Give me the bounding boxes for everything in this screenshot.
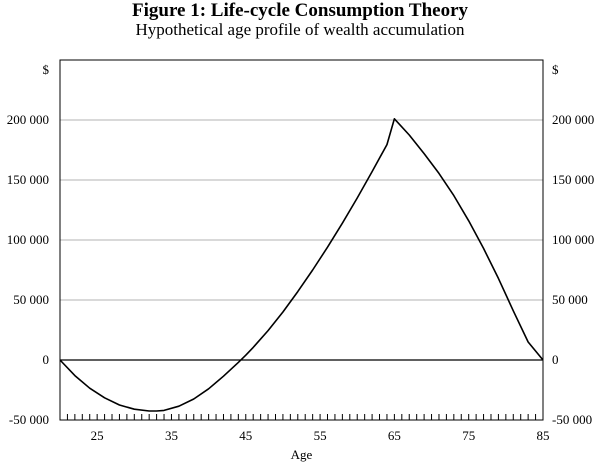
y-tick-label-left: 50 000 xyxy=(13,292,49,307)
y-tick-label-right: 150 000 xyxy=(552,172,594,187)
y-tick-label-left: 100 000 xyxy=(7,232,49,247)
y-right-tick-labels: -50 000 0 50 000 100 000 150 000 200 000 xyxy=(552,112,594,427)
x-tick-label: 75 xyxy=(462,428,475,443)
gridlines xyxy=(60,119,543,421)
x-tick-label: 45 xyxy=(239,428,252,443)
y-tick-label-right: 200 000 xyxy=(552,112,594,127)
y-tick-label-right: 50 000 xyxy=(552,292,588,307)
y-tick-label-left: 0 xyxy=(43,352,50,367)
series-group xyxy=(59,118,544,412)
y-tick-label-left: 150 000 xyxy=(7,172,49,187)
x-axis-label: Age xyxy=(291,447,313,462)
y-tick-label-right: 100 000 xyxy=(552,232,594,247)
plot-frame xyxy=(59,59,544,421)
x-tick-label: 85 xyxy=(537,428,550,443)
x-tick-label: 55 xyxy=(314,428,327,443)
y-tick-label-left: 200 000 xyxy=(7,112,49,127)
y-left-tick-labels: -50 000 0 50 000 100 000 150 000 200 000 xyxy=(7,112,49,427)
wealth-series-line xyxy=(59,118,544,412)
y-unit-left-label: $ xyxy=(43,62,50,77)
x-tick-label: 25 xyxy=(91,428,104,443)
x-tick-label: 65 xyxy=(388,428,401,443)
minor-x-ticks xyxy=(66,414,537,420)
y-tick-label-left: -50 000 xyxy=(9,412,49,427)
y-tick-label-right: -50 000 xyxy=(552,412,592,427)
y-unit-right-label: $ xyxy=(552,62,559,77)
chart-title: Figure 1: Life-cycle Consumption Theory xyxy=(132,0,468,21)
x-tick-labels: 25 35 45 55 65 75 85 xyxy=(91,428,550,443)
y-tick-label-right: 0 xyxy=(552,352,559,367)
chart-subtitle: Hypothetical age profile of wealth accum… xyxy=(135,20,465,39)
x-tick-label: 35 xyxy=(165,428,178,443)
